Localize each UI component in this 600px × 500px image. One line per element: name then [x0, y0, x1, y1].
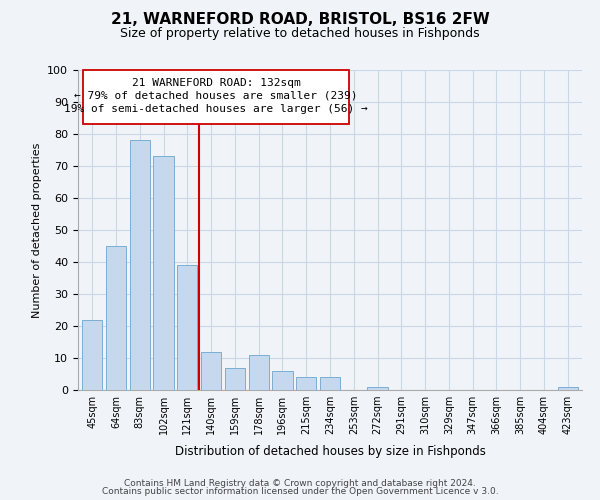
Text: 21, WARNEFORD ROAD, BRISTOL, BS16 2FW: 21, WARNEFORD ROAD, BRISTOL, BS16 2FW — [110, 12, 490, 28]
Bar — [177, 265, 197, 390]
Bar — [296, 377, 316, 390]
Text: Size of property relative to detached houses in Fishponds: Size of property relative to detached ho… — [120, 28, 480, 40]
Bar — [201, 352, 221, 390]
Bar — [557, 387, 578, 390]
Bar — [248, 355, 269, 390]
Text: 21 WARNEFORD ROAD: 132sqm: 21 WARNEFORD ROAD: 132sqm — [131, 78, 300, 88]
X-axis label: Distribution of detached houses by size in Fishponds: Distribution of detached houses by size … — [175, 446, 485, 458]
Bar — [130, 140, 150, 390]
Bar — [225, 368, 245, 390]
Y-axis label: Number of detached properties: Number of detached properties — [32, 142, 42, 318]
Bar — [106, 246, 126, 390]
Text: ← 79% of detached houses are smaller (239): ← 79% of detached houses are smaller (23… — [74, 91, 358, 101]
Text: 19% of semi-detached houses are larger (56) →: 19% of semi-detached houses are larger (… — [64, 104, 368, 114]
Bar — [367, 387, 388, 390]
Bar — [320, 377, 340, 390]
Bar — [272, 371, 293, 390]
FancyBboxPatch shape — [83, 70, 349, 124]
Text: Contains public sector information licensed under the Open Government Licence v : Contains public sector information licen… — [101, 487, 499, 496]
Text: Contains HM Land Registry data © Crown copyright and database right 2024.: Contains HM Land Registry data © Crown c… — [124, 478, 476, 488]
Bar — [82, 320, 103, 390]
Bar — [154, 156, 173, 390]
